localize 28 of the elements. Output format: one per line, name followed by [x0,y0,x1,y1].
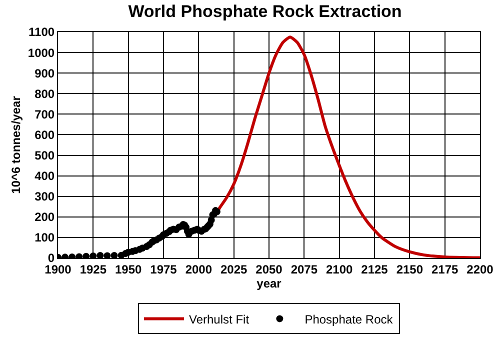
x-tick-label: 2075 [290,262,318,276]
x-tick-label: 2000 [185,262,212,276]
y-tick-label: 100 [34,230,55,245]
x-tick-label: 2125 [361,262,388,276]
x-axis-title: year [256,276,282,290]
x-tick-label: 2175 [431,262,458,276]
legend-label: Verhulst Fit [189,312,250,326]
y-tick-label: 200 [34,210,55,224]
y-tick-label: 800 [34,86,55,101]
x-tick-label: 2025 [220,262,248,276]
x-tick-label: 1925 [80,262,107,276]
x-tick-label: 2100 [326,262,353,276]
y-tick-label: 700 [34,107,55,122]
x-tick-label: 2150 [396,262,424,276]
x-tick-label: 2200 [466,262,494,276]
y-tick-label: 400 [34,169,55,184]
y-tick-label: 300 [34,190,55,204]
chart-title: World Phosphate Rock Extraction [128,2,402,22]
x-tick-label: 2050 [256,262,283,276]
x-tick-label: 1975 [150,262,178,276]
legend-label: Phosphate Rock [304,312,394,326]
x-tick-label: 1950 [114,262,142,276]
y-tick-label: 600 [34,128,55,142]
y-tick-label: 1000 [28,46,55,60]
y-tick-label: 500 [34,148,55,162]
y-tick-label: 900 [34,66,55,80]
y-axis-title: 10^6 tonnes/year [9,96,24,194]
y-tick-label: 1100 [28,25,55,40]
